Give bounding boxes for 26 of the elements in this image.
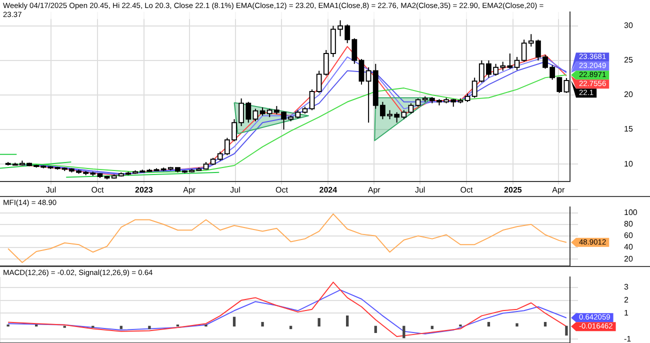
y-tick-label: 15 (624, 124, 634, 134)
y-tick-label: 30 (624, 21, 634, 30)
y-tick-label: 1 (624, 308, 629, 318)
y-tick-label: 10 (624, 159, 634, 168)
x-tick-label: 2025 (504, 185, 522, 194)
x-tick-label: 2023 (134, 185, 154, 194)
x-tick-label: Oct (275, 185, 289, 194)
x-tick-label: Jul (230, 185, 241, 194)
y-tick-label: 25 (624, 56, 634, 65)
y-tick-label: 3 (624, 282, 629, 292)
y-tick-label: 60 (624, 231, 634, 240)
y-tick-label: 80 (624, 220, 634, 229)
x-tick-label: Apr (183, 185, 196, 194)
x-tick-label: Jul (414, 185, 426, 194)
x-tick-label: Apr (368, 185, 381, 194)
x-tick-label: Apr (552, 185, 565, 194)
y-tick-label: -1 (624, 334, 632, 343)
y-tick-label: 20 (624, 254, 634, 264)
y-tick-label: 20 (624, 90, 634, 100)
x-tick-label: 2024 (319, 185, 338, 194)
x-tick-label: Jul (46, 185, 56, 194)
y-tick-label: 2 (624, 295, 629, 304)
x-tick-label: Oct (460, 185, 474, 194)
x-tick-label: Oct (91, 185, 104, 194)
y-tick-label: 40 (624, 242, 634, 252)
y-tick-label: 100 (624, 208, 638, 217)
